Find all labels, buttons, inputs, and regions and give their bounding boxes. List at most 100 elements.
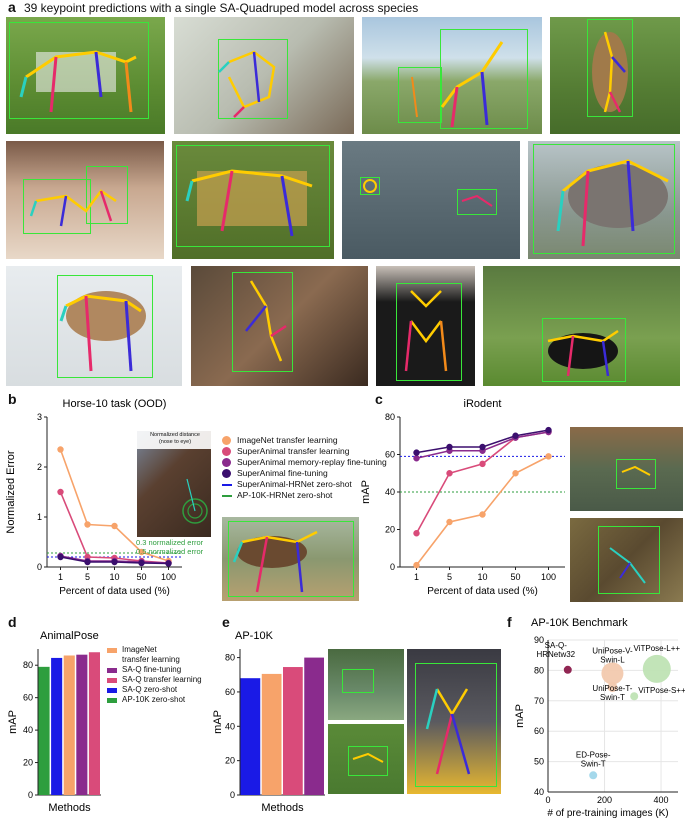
- bar-ap-10k-zero-shot: [38, 666, 50, 795]
- point-vitpose-l-: [642, 654, 671, 683]
- x-tick-label: 50: [136, 572, 146, 582]
- inset-error-05: 0.5 normalized error: [136, 547, 204, 556]
- data-point: [111, 522, 118, 530]
- legend-swatch: [107, 668, 117, 673]
- data-point: [512, 470, 519, 477]
- legend-b-item: SuperAnimal transfer learning: [222, 446, 387, 457]
- chart-e: AP-10K 0 20 40 60 80 Methods mAP: [212, 630, 325, 814]
- legend-label: AP-10K-HRNet zero-shot: [237, 490, 333, 500]
- y-tick-label: 3: [37, 412, 42, 422]
- point-label: UniPose-V-Swin-L: [592, 646, 633, 664]
- point-label-line: HRNetw32: [536, 650, 575, 659]
- x-tick-label: 400: [654, 795, 669, 805]
- cat-sitting-photo: [407, 649, 501, 794]
- bar-sa-q-transfer-learning: [88, 652, 100, 795]
- legend-swatch: [222, 447, 231, 456]
- legend-swatch: [222, 436, 231, 445]
- coyote-photo: [6, 266, 182, 386]
- data-point: [545, 426, 552, 434]
- legend-swatch: [222, 483, 232, 486]
- y-tick-label: 0: [230, 790, 235, 800]
- legend-label: SuperAnimal-HRNet zero-shot: [237, 479, 352, 489]
- data-point: [446, 443, 453, 451]
- y-tick-label: 80: [23, 660, 33, 670]
- rodent-grass-photo: [570, 518, 683, 602]
- data-point: [479, 443, 486, 451]
- x-tick-label: 10: [477, 572, 487, 582]
- legend-b-item: AP-10K-HRNet zero-shot: [222, 490, 387, 501]
- cat-dog-photo: [6, 141, 164, 259]
- legend-swatch: [222, 494, 232, 497]
- legend-label: SA-Q transfer learning: [122, 675, 202, 684]
- y-tick-label: 80: [225, 653, 235, 663]
- data-point: [57, 553, 64, 561]
- giraffe-photo: [362, 17, 542, 134]
- y-tick-label: 40: [23, 725, 33, 735]
- point-label-line: Swin-L: [600, 655, 625, 664]
- bar-sa-q-zero-shot: [240, 678, 261, 795]
- y-tick-label: 80: [385, 412, 395, 422]
- x-axis-label: Percent of data used (%): [59, 586, 170, 597]
- legend-label: SuperAnimal memory-replay fine-tuning: [237, 457, 387, 467]
- y-tick-label: 1: [37, 512, 42, 522]
- point-label-line: Swin-T: [600, 693, 625, 702]
- legend-swatch: [107, 678, 117, 683]
- point-label: ED-Pose-Swin-T: [576, 750, 611, 768]
- data-point: [138, 548, 145, 556]
- data-point: [57, 446, 64, 453]
- point-label: ViTPose-L++: [634, 644, 681, 653]
- data-point: [479, 511, 486, 518]
- legend-d: ImageNet transfer learning SA-Q fine-tuni…: [107, 645, 202, 705]
- point-unipose-v-swin-l: [601, 662, 624, 685]
- y-tick-label: 70: [534, 696, 544, 706]
- legend-b-item: SuperAnimal memory-replay fine-tuning: [222, 457, 387, 468]
- bar-imagenet-transfer-learning: [261, 673, 282, 795]
- legend-label: SA-Q fine-tuning: [122, 665, 182, 674]
- legend-d-item: SA-Q fine-tuning: [107, 665, 202, 675]
- y-tick-label: 0: [390, 562, 395, 572]
- squirrel-photo: [174, 17, 354, 134]
- y-axis-label: Normalized Error: [5, 450, 17, 533]
- legend-label: SuperAnimal fine-tuning: [237, 468, 328, 478]
- rodent-water-photo: [570, 427, 683, 511]
- bar-imagenet-transfer-learning: [63, 655, 75, 795]
- data-point: [413, 449, 420, 456]
- inset-error-03: 0.3 normalized error: [136, 538, 204, 547]
- point-label: SA-Q-HRNetw32: [536, 641, 575, 659]
- data-point: [84, 558, 91, 566]
- chart-f: AP-10K Benchmark 40 50 60 70 80 90 0 200 400 # of …: [514, 617, 685, 818]
- legend-label: SuperAnimal transfer learning: [237, 446, 350, 456]
- data-point: [446, 470, 453, 477]
- legend-d-item: SA-Q zero-shot: [107, 685, 202, 695]
- bar-sa-q-zero-shot: [51, 657, 63, 795]
- panel-letter-f: f: [507, 614, 512, 630]
- y-tick-label: 20: [385, 525, 395, 535]
- data-point: [446, 518, 453, 526]
- legend-swatch: [107, 688, 117, 693]
- bar-sa-q-fine-tuning: [76, 654, 88, 795]
- data-point: [413, 561, 420, 569]
- y-tick-label: 2: [37, 462, 42, 472]
- elephant-photo: [528, 141, 680, 259]
- y-axis-label: mAP: [360, 480, 372, 504]
- data-point: [84, 521, 91, 528]
- x-tick-label: 1: [58, 572, 63, 582]
- x-tick-label: 1: [414, 572, 419, 582]
- x-tick-label: 50: [510, 572, 520, 582]
- bar-sa-q-fine-tuning: [304, 657, 324, 795]
- legend-label: ImageNet transfer learning: [237, 435, 338, 445]
- chart-e-title: AP-10K: [235, 630, 274, 642]
- panel-letter-e: e: [222, 614, 230, 630]
- point-label-line: ViTPose-L++: [634, 644, 681, 653]
- chart-d-title: AnimalPose: [40, 630, 99, 642]
- legend-label: SA-Q zero-shot: [122, 685, 178, 694]
- chart-f-title: AP-10K Benchmark: [531, 617, 628, 629]
- data-point: [413, 455, 420, 462]
- y-axis-label: mAP: [212, 710, 224, 734]
- data-point: [165, 560, 172, 567]
- x-tick-label: 5: [447, 572, 452, 582]
- point-label: UniPose-T-Swin-T: [592, 684, 632, 702]
- data-point: [545, 453, 552, 460]
- y-tick-label: 40: [225, 721, 235, 731]
